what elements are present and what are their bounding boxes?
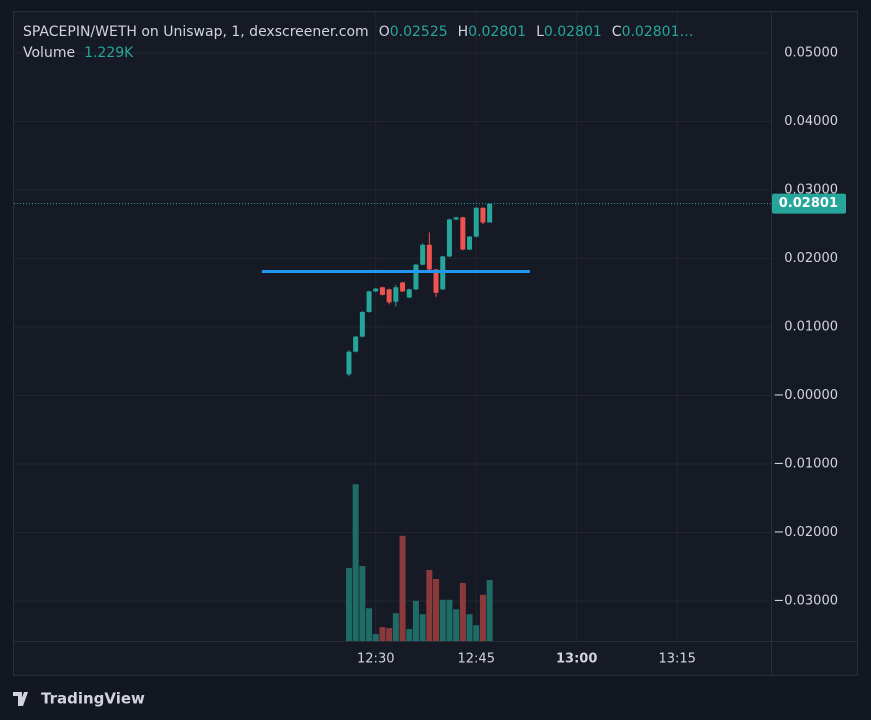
volume-bar <box>419 614 426 641</box>
marks <box>14 203 771 641</box>
grid <box>14 12 771 641</box>
volume-bar <box>466 614 473 641</box>
volume-bar <box>473 625 480 641</box>
x-tick-label: 12:45 <box>458 652 495 667</box>
volume-bar <box>345 568 352 641</box>
candle-body <box>480 207 486 223</box>
candle-body <box>366 291 372 312</box>
candle-body <box>400 282 406 292</box>
volume-bar <box>446 599 453 641</box>
legend-value: 0.02801 <box>468 24 526 40</box>
legend-title: SPACEPIN/WETH on Uniswap, 1, dexscreener… <box>23 24 369 40</box>
y-tick-label: −0.02000 <box>773 525 838 540</box>
y-tick-label: 0.02000 <box>784 251 838 266</box>
chart-frame <box>13 11 858 676</box>
candle-body <box>353 336 359 352</box>
volume-bar <box>426 570 433 641</box>
candle-body <box>413 264 419 290</box>
candle-body <box>446 219 452 257</box>
brand-logo: TradingView <box>13 690 145 708</box>
y-tick-label: −0.03000 <box>773 594 838 609</box>
volume-bar <box>453 609 460 641</box>
legend-value: 0.02801 <box>544 24 602 40</box>
x-tick-label: 13:00 <box>556 652 597 667</box>
volume-bar <box>459 582 466 641</box>
legend-value: 0.02525 <box>390 24 448 40</box>
legend-volume-value: 1.229K <box>84 45 134 61</box>
candle-body <box>373 288 379 292</box>
candle-body <box>346 351 352 375</box>
volume-bar <box>439 599 446 641</box>
candle-body <box>433 269 439 293</box>
candle-body <box>359 311 365 337</box>
legend-value: 0.02801… <box>622 24 694 40</box>
volume-bar <box>486 580 493 641</box>
brand-name: TradingView <box>41 690 145 708</box>
x-tick-label: 12:30 <box>357 652 394 667</box>
volume-bar <box>433 578 440 641</box>
legend-volume-name: Volume <box>23 45 75 61</box>
volume-bar <box>359 566 366 641</box>
candle-body <box>487 203 493 223</box>
candle-body <box>379 287 385 295</box>
volume-bar <box>479 594 486 641</box>
candle-body <box>467 236 473 250</box>
y-tick-label: −0.01000 <box>773 457 838 472</box>
candle-body <box>406 289 412 298</box>
candle-body <box>426 244 432 270</box>
logo-mark <box>13 692 28 706</box>
candle-body <box>420 244 426 265</box>
volume-bar <box>386 628 393 641</box>
candle-body <box>386 289 392 303</box>
last-price-box <box>772 193 846 214</box>
last-price-label: 0.02801 <box>779 196 838 211</box>
y-tick-label: 0.04000 <box>784 114 838 129</box>
volume-bar <box>412 600 419 641</box>
volume-bar <box>352 484 359 641</box>
volume-bar <box>366 608 373 641</box>
candle-body <box>460 217 466 250</box>
candle-body <box>393 287 399 302</box>
volume-bar <box>379 627 386 641</box>
legend-key: H <box>458 24 469 40</box>
x-tick-label: 13:15 <box>658 652 695 667</box>
volume-bar <box>392 613 399 641</box>
labels: 0.050000.040000.030000.020000.01000−0.00… <box>23 24 846 667</box>
legend-key: L <box>536 24 544 40</box>
y-tick-label: 0.01000 <box>784 320 838 335</box>
y-tick-label: −0.00000 <box>773 388 838 403</box>
volume-bar <box>399 535 406 641</box>
volume-bar <box>372 634 379 641</box>
candle-body <box>473 207 479 237</box>
candle-body <box>453 217 459 220</box>
legend-key: C <box>612 24 622 40</box>
y-tick-label: 0.05000 <box>784 45 838 60</box>
volume-bar <box>406 629 413 641</box>
legend-key: O <box>379 24 390 40</box>
